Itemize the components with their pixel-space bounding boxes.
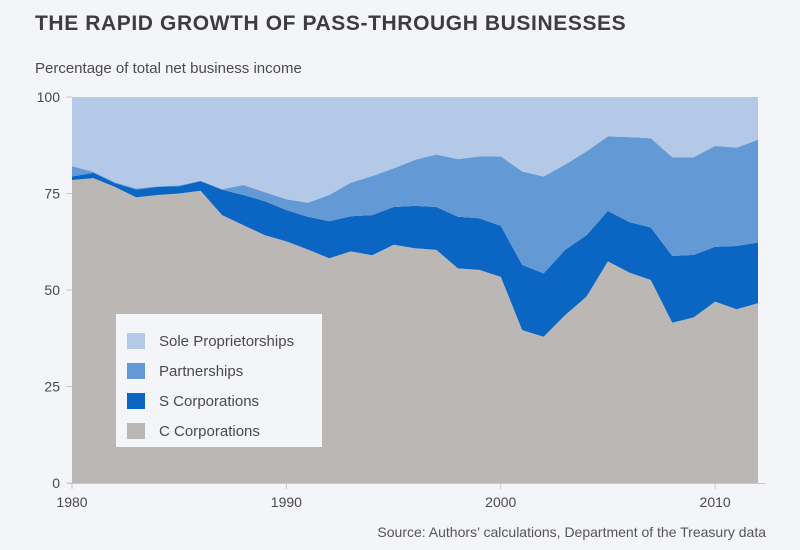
legend: Sole Proprietorships Partnerships S Corp… <box>116 314 322 447</box>
area-sole-proprietorships <box>72 97 758 203</box>
x-tick-label: 1990 <box>271 494 302 510</box>
legend-item-partnerships: Partnerships <box>127 356 322 386</box>
area-partnerships <box>72 136 758 274</box>
y-tick-label: 25 <box>44 379 60 395</box>
x-tick-label: 2010 <box>700 494 731 510</box>
y-tick-label: 0 <box>52 475 60 491</box>
source-note: Source: Authors’ calculations, Departmen… <box>377 524 766 540</box>
x-tick-label: 1980 <box>56 494 87 510</box>
legend-label: Partnerships <box>159 362 244 380</box>
legend-item-sole-proprietorships: Sole Proprietorships <box>127 326 322 356</box>
y-tick-label: 50 <box>44 282 60 298</box>
legend-swatch-s-corporations <box>127 393 145 409</box>
legend-item-s-corporations: S Corporations <box>127 386 322 416</box>
area-s-corporations <box>72 172 758 337</box>
legend-swatch-c-corporations <box>127 423 145 439</box>
y-tick-label: 100 <box>37 89 61 105</box>
chart-title: THE RAPID GROWTH OF PASS-THROUGH BUSINES… <box>35 12 627 35</box>
legend-label: C Corporations <box>159 422 260 440</box>
x-tick-label: 2000 <box>485 494 516 510</box>
legend-swatch-partnerships <box>127 363 145 379</box>
y-tick-label: 75 <box>44 186 60 202</box>
legend-label: Sole Proprietorships <box>159 332 295 350</box>
legend-label: S Corporations <box>159 392 260 410</box>
axes: 1980 1990 2000 2010 0 25 50 75 100 <box>37 89 766 510</box>
y-axis-title: Percentage of total net business income <box>35 60 302 77</box>
legend-swatch-sole-proprietorships <box>127 333 145 349</box>
legend-item-c-corporations: C Corporations <box>127 416 322 446</box>
